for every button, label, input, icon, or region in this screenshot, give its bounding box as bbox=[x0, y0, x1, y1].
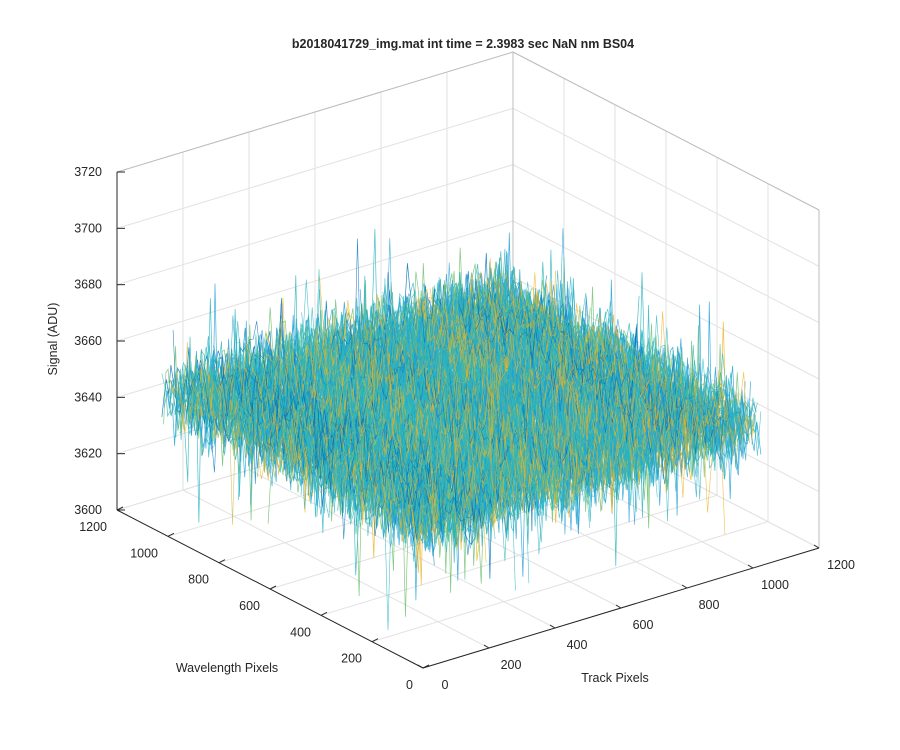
z-tick-label: 3660 bbox=[74, 334, 102, 348]
back-wall-gridline bbox=[116, 107, 514, 229]
x-tick-label: 800 bbox=[699, 598, 720, 612]
x-tick bbox=[681, 584, 688, 589]
surface-column-line bbox=[346, 311, 608, 502]
x-tick-label: 1000 bbox=[761, 578, 789, 592]
surface-column-line bbox=[197, 335, 460, 547]
surface-data bbox=[161, 228, 762, 631]
y-tick bbox=[167, 532, 175, 537]
chart-title: b2018041729_img.mat int time = 2.3983 se… bbox=[292, 37, 634, 51]
y-tick-label: 400 bbox=[290, 625, 311, 639]
surface-column-line bbox=[240, 345, 503, 529]
x-tick bbox=[483, 644, 490, 649]
x-tick bbox=[747, 564, 754, 569]
back-wall-gridline bbox=[116, 164, 514, 286]
surface-column-line bbox=[495, 279, 757, 441]
y-tick-label: 1000 bbox=[130, 546, 158, 560]
y-tick-label: 600 bbox=[239, 599, 260, 613]
surface-column-line bbox=[465, 250, 728, 469]
x-tick bbox=[813, 544, 820, 549]
x-tick-label: 200 bbox=[501, 658, 522, 672]
z-axis-label: Signal (ADU) bbox=[46, 303, 60, 376]
surface-column-line bbox=[492, 272, 755, 459]
surface-column-line bbox=[499, 265, 762, 456]
surface-column-line bbox=[168, 386, 431, 631]
y-tick bbox=[422, 664, 430, 669]
x-tick-label: 400 bbox=[567, 638, 588, 652]
surface-column-line bbox=[368, 315, 631, 487]
z-tick-label: 3680 bbox=[74, 278, 102, 292]
y-tick-label: 800 bbox=[188, 573, 209, 587]
x-axis-label: Track Pixels bbox=[581, 671, 649, 685]
surface-column-line bbox=[389, 299, 651, 487]
floor-gridline bbox=[371, 521, 769, 643]
box-edge bbox=[116, 51, 514, 173]
y-tick-label: 1200 bbox=[79, 520, 107, 534]
y-tick bbox=[218, 559, 226, 564]
x-tick bbox=[417, 664, 424, 669]
tick-labels: 3600 3620 3640 3660 3680 3700 3720 0 200 400 600 80… bbox=[74, 165, 855, 692]
z-tick-label: 3620 bbox=[74, 447, 102, 461]
surface-column-line bbox=[490, 273, 753, 466]
y-tick bbox=[320, 611, 328, 616]
surface-column-line bbox=[443, 284, 705, 458]
surface-column-line bbox=[373, 300, 636, 482]
y-tick bbox=[116, 506, 124, 511]
y-tick bbox=[371, 638, 379, 643]
surface-column-line bbox=[224, 355, 487, 563]
y-axis-label: Wavelength Pixels bbox=[176, 661, 278, 675]
z-tick-label: 3640 bbox=[74, 390, 102, 404]
z-tick-label: 3720 bbox=[74, 165, 102, 179]
y-tick bbox=[269, 585, 277, 590]
x-tick-label: 1200 bbox=[827, 558, 855, 572]
x-tick bbox=[549, 624, 556, 629]
surface-column-line bbox=[440, 299, 703, 522]
surface-column-line bbox=[497, 273, 759, 449]
back-wall-gridline bbox=[512, 164, 820, 324]
back-wall-gridline bbox=[512, 107, 820, 267]
y-tick-label: 0 bbox=[406, 678, 413, 692]
back-wall-gridline bbox=[116, 220, 514, 342]
x-tick bbox=[615, 604, 622, 609]
x-tick-label: 0 bbox=[442, 678, 449, 692]
back-wall-gridline bbox=[512, 220, 820, 380]
x-tick-label: 600 bbox=[633, 618, 654, 632]
box-edge bbox=[512, 51, 820, 211]
z-tick-label: 3700 bbox=[74, 221, 102, 235]
y-tick-label: 200 bbox=[341, 652, 362, 666]
z-tick-label: 3600 bbox=[74, 503, 102, 517]
